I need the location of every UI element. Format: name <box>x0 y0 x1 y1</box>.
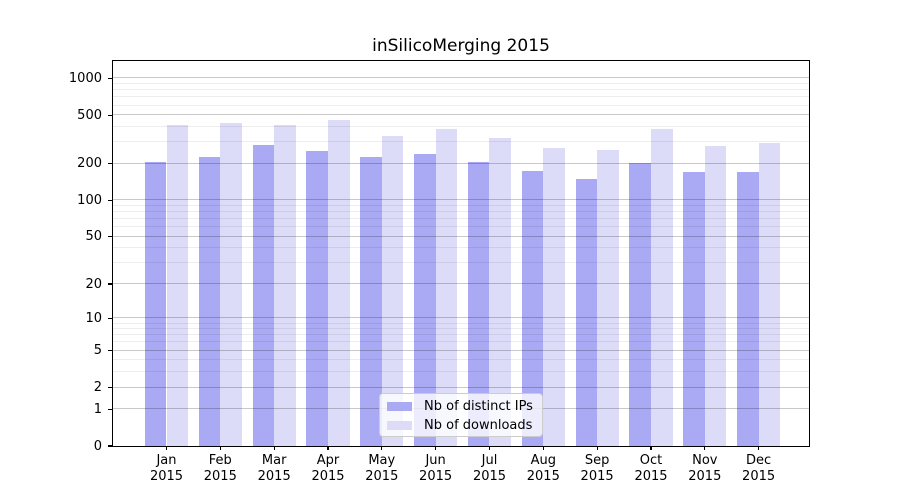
x-tick-mark-jan <box>165 446 168 451</box>
bar-distinct-ips-oct <box>629 163 651 446</box>
x-tick-mark-may <box>381 446 383 451</box>
bar-downloads-apr <box>327 120 350 446</box>
x-tick-label-year-may: 2015 <box>365 469 399 484</box>
chart-title: inSilicoMerging 2015 <box>372 36 550 56</box>
x-tick-mark-jul <box>488 446 491 451</box>
plot-area: Nb of distinct IPs Nb of downloads <box>113 61 809 446</box>
bar-distinct-ips-jun <box>414 154 436 446</box>
y-tick-label-100: 100 <box>77 192 102 208</box>
bar-distinct-ips-dec <box>737 171 759 446</box>
x-tick-label-month-may: May <box>368 453 396 468</box>
x-tick-label-month-dec: Dec <box>746 453 772 468</box>
x-tick-label-year-feb: 2015 <box>203 469 237 484</box>
x-tick-label-year-jun: 2015 <box>419 469 453 484</box>
y-tick-mark-100 <box>108 199 113 201</box>
x-tick-mark-oct <box>650 446 652 451</box>
bar-distinct-ips-apr <box>306 150 328 446</box>
legend: Nb of distinct IPs Nb of downloads <box>379 393 543 437</box>
y-tick-mark-50 <box>108 236 113 238</box>
y-tick-mark-200 <box>108 163 113 165</box>
x-tick-label-month-apr: Apr <box>316 453 340 468</box>
x-tick-mark-dec <box>758 446 760 451</box>
bar-downloads-jun <box>435 129 458 446</box>
bar-distinct-ips-nov <box>683 171 705 446</box>
bar-downloads-jul <box>489 138 512 446</box>
legend-label-downloads: Nb of downloads <box>424 418 533 433</box>
y-tick-mark-1 <box>108 408 113 410</box>
x-tick-label-month-aug: Aug <box>530 453 556 468</box>
x-tick-label-year-jan: 2015 <box>149 469 184 484</box>
x-tick-mark-mar <box>273 446 275 451</box>
x-tick-mark-sep <box>596 446 598 451</box>
x-tick-label-year-dec: 2015 <box>742 469 776 484</box>
x-tick-label-year-jul: 2015 <box>472 469 507 484</box>
bar-distinct-ips-jan <box>144 162 167 446</box>
legend-swatch-distinct-ips <box>387 401 412 412</box>
x-tick-mark-nov <box>704 446 706 451</box>
x-tick-label-month-oct: Oct <box>639 453 663 468</box>
bar-downloads-oct <box>650 129 673 446</box>
x-tick-label-year-mar: 2015 <box>257 469 291 484</box>
y-tick-label-5: 5 <box>93 343 102 359</box>
y-tick-label-200: 200 <box>77 156 102 172</box>
y-tick-mark-5 <box>108 350 113 352</box>
bar-distinct-ips-mar <box>252 145 275 446</box>
y-tick-label-2: 2 <box>93 380 102 395</box>
x-tick-mark-jun <box>435 446 437 451</box>
bar-distinct-ips-may <box>360 156 382 446</box>
legend-item-distinct-ips: Nb of distinct IPs <box>380 397 542 416</box>
y-tick-mark-0 <box>108 445 113 447</box>
x-tick-label-month-jan: Jan <box>156 453 177 468</box>
bar-distinct-ips-jul <box>467 161 490 446</box>
x-tick-label-year-oct: 2015 <box>634 469 668 484</box>
legend-swatch-downloads <box>387 420 412 431</box>
legend-item-downloads: Nb of downloads <box>380 416 542 435</box>
x-tick-label-year-aug: 2015 <box>526 469 560 484</box>
y-tick-mark-10 <box>108 317 113 319</box>
bar-downloads-feb <box>220 123 242 446</box>
bar-downloads-mar <box>274 125 296 446</box>
bar-distinct-ips-sep <box>575 179 598 446</box>
y-tick-mark-1000 <box>108 77 113 79</box>
x-tick-label-year-sep: 2015 <box>580 469 614 484</box>
x-tick-label-month-sep: Sep <box>584 453 610 468</box>
bar-downloads-aug <box>543 147 565 446</box>
x-tick-mark-aug <box>542 446 544 451</box>
x-tick-label-month-mar: Mar <box>261 453 287 468</box>
bars-layer <box>113 61 809 446</box>
bar-downloads-dec <box>758 143 781 446</box>
y-tick-label-0: 0 <box>93 438 102 454</box>
legend-label-distinct-ips: Nb of distinct IPs <box>424 399 533 414</box>
bar-distinct-ips-feb <box>198 157 221 446</box>
y-tick-label-1000: 1000 <box>68 70 102 86</box>
bar-downloads-nov <box>704 145 727 446</box>
x-tick-label-month-jun: Jun <box>425 453 446 468</box>
y-tick-label-20: 20 <box>85 276 102 292</box>
y-tick-mark-500 <box>108 114 113 116</box>
x-tick-label-year-apr: 2015 <box>311 469 345 484</box>
bar-downloads-sep <box>597 150 619 446</box>
bar-distinct-ips-aug <box>521 171 544 446</box>
x-tick-label-month-nov: Nov <box>692 453 718 468</box>
x-tick-mark-apr <box>327 446 329 451</box>
y-tick-label-50: 50 <box>85 229 102 245</box>
y-tick-label-1: 1 <box>93 401 102 417</box>
y-tick-mark-2 <box>108 386 113 389</box>
x-tick-mark-feb <box>219 446 221 451</box>
y-tick-mark-20 <box>108 283 113 285</box>
x-tick-label-month-feb: Feb <box>208 453 232 468</box>
x-tick-label-year-nov: 2015 <box>688 469 722 484</box>
y-tick-label-10: 10 <box>85 310 102 326</box>
bar-downloads-jan <box>166 125 189 446</box>
bar-downloads-may <box>381 135 404 446</box>
y-tick-label-500: 500 <box>77 107 102 123</box>
x-tick-label-month-jul: Jul <box>481 453 498 468</box>
